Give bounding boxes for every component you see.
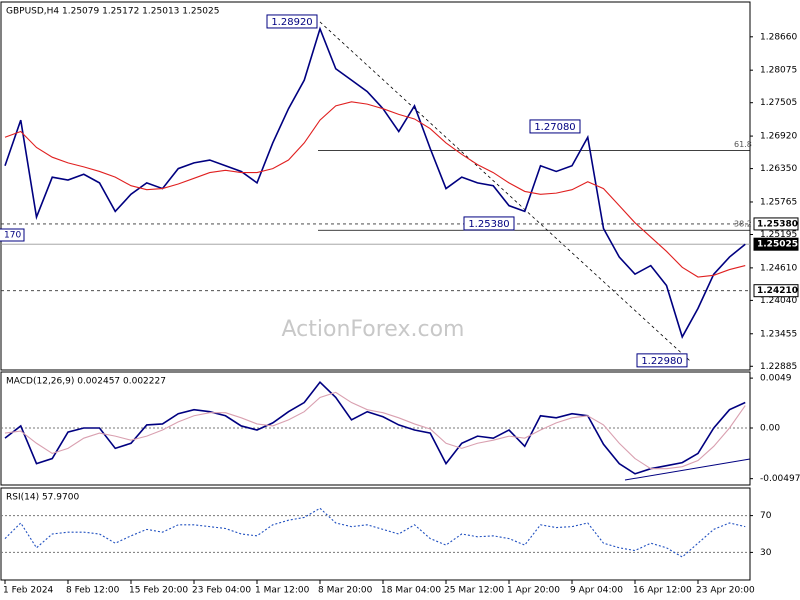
level-label: 1.25025 (757, 240, 798, 250)
price-label: 1.22980 (641, 356, 682, 367)
y-tick-label: 0.0049 (760, 374, 792, 384)
y-tick-label: 70 (760, 511, 772, 521)
price-label-box (529, 119, 581, 134)
y-tick-label: -0.004978 (760, 474, 800, 484)
y-tick-label: 1.24610 (760, 263, 797, 273)
x-tick-label: 23 Apr 20:00 (696, 586, 755, 596)
x-tick-label: 8 Feb 12:00 (66, 586, 120, 596)
series-line (4, 101, 746, 278)
series-line (4, 507, 746, 558)
y-tick-label: 1.26350 (760, 164, 797, 174)
y-tick-label: 1.28075 (760, 66, 797, 76)
y-tick-label: 1.27505 (760, 98, 797, 108)
level-box (753, 284, 799, 298)
y-tick-label: 1.25195 (760, 230, 797, 240)
price-label-box (636, 353, 688, 368)
price-label-box (463, 216, 515, 231)
x-tick-label: 25 Mar 12:00 (444, 586, 504, 596)
y-tick-label: 1.25765 (760, 197, 797, 207)
y-tick-label: 30 (760, 548, 772, 558)
panel-frame (0, 487, 751, 581)
panel-frame (0, 1, 751, 371)
price-label-box (266, 14, 318, 29)
panel-title: GBPUSD,H4 1.25079 1.25172 1.25013 1.2502… (6, 7, 219, 17)
fib-label: 38.2 (734, 220, 752, 229)
level-label: 1.25380 (757, 219, 798, 229)
y-tick-label: 1.22885 (760, 362, 797, 372)
x-tick-label: 23 Feb 04:00 (192, 586, 251, 596)
price-label: 1.28920 (271, 17, 312, 28)
series-line (4, 380, 746, 475)
x-tick-label: 8 Mar 20:00 (318, 586, 373, 596)
x-tick-label: 1 Mar 12:00 (255, 586, 310, 596)
left-label-box (0, 228, 25, 242)
left-label: 170 (4, 231, 21, 241)
fib-label: 61.8 (734, 140, 752, 149)
panel-frame (0, 371, 751, 486)
series-line (4, 26, 746, 339)
x-tick-label: 9 Apr 04:00 (570, 586, 623, 596)
price-label: 1.27080 (534, 122, 575, 133)
level-label: 1.24210 (757, 286, 798, 296)
y-tick-label: 1.23455 (760, 329, 797, 339)
x-tick-label: 16 Apr 12:00 (633, 586, 692, 596)
x-tick-label: 18 Mar 04:00 (381, 586, 441, 596)
price-label: 1.25380 (468, 219, 509, 230)
x-tick-label: 15 Feb 20:00 (129, 586, 188, 596)
series-line (4, 391, 746, 470)
y-tick-label: 1.28660 (760, 32, 797, 42)
x-tick-label: 1 Feb 2024 (3, 586, 54, 596)
y-tick-label: 0.00 (760, 423, 780, 433)
level-box (753, 237, 799, 251)
panel-title: RSI(14) 57.9700 (6, 493, 79, 503)
watermark: ActionForex.com (282, 317, 465, 342)
x-tick-label: 1 Apr 20:00 (507, 586, 560, 596)
macd-trendline (624, 458, 751, 481)
y-tick-label: 1.26920 (760, 132, 797, 142)
y-tick-label: 1.24040 (760, 296, 797, 306)
panel-title: MACD(12,26,9) 0.002457 0.002227 (6, 377, 166, 387)
level-box (753, 217, 799, 231)
